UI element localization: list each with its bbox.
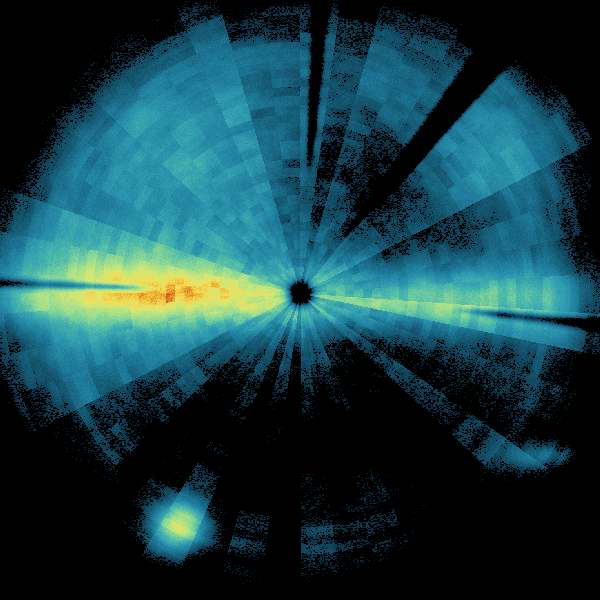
radar-scan-canvas: [0, 0, 600, 600]
scan-figure: [0, 0, 600, 600]
